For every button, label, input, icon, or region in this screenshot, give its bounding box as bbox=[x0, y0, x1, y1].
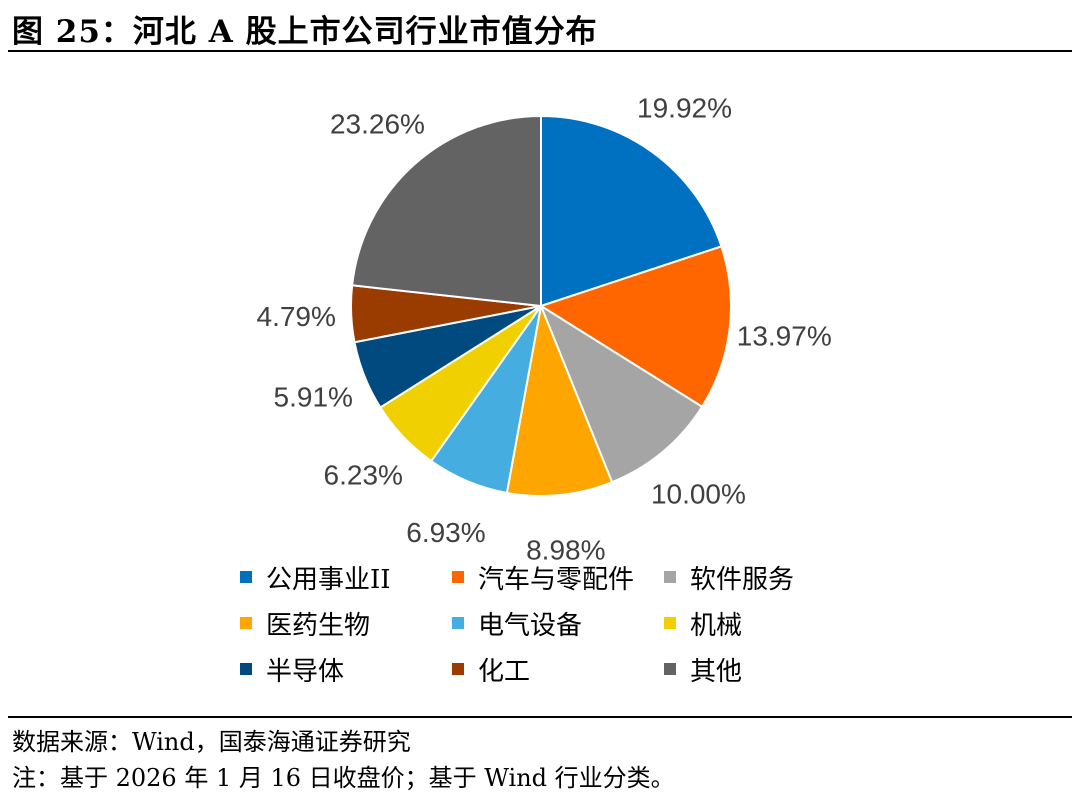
pie-label-8: 4.79% bbox=[257, 301, 336, 332]
pie-label-2: 13.97% bbox=[737, 320, 832, 351]
legend-label: 公用事业II bbox=[266, 564, 391, 595]
legend-swatch bbox=[240, 571, 252, 583]
pie-slices bbox=[350, 114, 732, 497]
legend-swatch bbox=[452, 663, 464, 675]
pie-slice-2 bbox=[538, 245, 732, 409]
pie-label-6: 6.23% bbox=[324, 460, 403, 491]
legend-item: 其他 bbox=[664, 652, 840, 687]
chart-title: 图 25：河北 A 股上市公司行业市值分布 bbox=[12, 14, 598, 50]
legend-item: 机械 bbox=[664, 606, 840, 641]
legend-item: 公用事业II bbox=[240, 560, 452, 595]
legend-label: 电气设备 bbox=[478, 610, 583, 641]
title-divider bbox=[8, 50, 1072, 52]
legend-item: 半导体 bbox=[240, 652, 452, 687]
pie-slice-1 bbox=[540, 114, 723, 308]
pie-label-9: 23.26% bbox=[330, 109, 425, 140]
pie-slice-3 bbox=[538, 303, 704, 484]
legend-item: 电气设备 bbox=[452, 606, 664, 641]
legend-swatch bbox=[664, 663, 676, 675]
legend-label: 机械 bbox=[690, 610, 743, 641]
footer-divider bbox=[8, 716, 1072, 718]
legend-item: 软件服务 bbox=[664, 560, 840, 595]
legend-swatch bbox=[240, 617, 252, 629]
legend-swatch bbox=[664, 571, 676, 583]
source-note: 数据来源：Wind，国泰海通证券研究 bbox=[12, 728, 411, 756]
legend-label: 其他 bbox=[690, 656, 743, 687]
legend-swatch bbox=[240, 663, 252, 675]
legend-item: 汽车与零配件 bbox=[452, 560, 664, 595]
pie-label-7: 5.91% bbox=[274, 381, 353, 412]
footnote: 注：基于 2026 年 1 月 16 日收盘价；基于 Wind 行业分类。 bbox=[12, 764, 675, 792]
pie-label-4: 8.98% bbox=[526, 535, 605, 560]
legend-swatch bbox=[664, 617, 676, 629]
legend-label: 医药生物 bbox=[266, 610, 371, 641]
pie-chart: 19.92% 13.97% 10.00% 8.98% 6.93%6.23% 5.91% 4.… bbox=[257, 92, 832, 560]
pie-label-3: 10.00% bbox=[651, 479, 746, 510]
legend-label: 软件服务 bbox=[690, 564, 795, 595]
pie-data-labels: 19.92% 13.97% 10.00% 8.98% 6.93%6.23% 5.91% 4.… bbox=[257, 92, 832, 560]
chart-legend: 公用事业II 汽车与零配件 软件服务医药生物 电气设备 机械半导体 化工 其他 bbox=[240, 560, 840, 687]
pie-label-1: 19.92% bbox=[637, 92, 732, 123]
legend-swatch bbox=[452, 617, 464, 629]
pie-slice-9 bbox=[351, 114, 542, 308]
legend-label: 化工 bbox=[478, 656, 531, 687]
legend-label: 半导体 bbox=[266, 656, 345, 687]
pie-label-5: 6.93% bbox=[406, 517, 485, 548]
legend-swatch bbox=[452, 571, 464, 583]
legend-item: 医药生物 bbox=[240, 606, 452, 641]
legend-label: 汽车与零配件 bbox=[478, 564, 635, 595]
legend-item: 化工 bbox=[452, 652, 664, 687]
